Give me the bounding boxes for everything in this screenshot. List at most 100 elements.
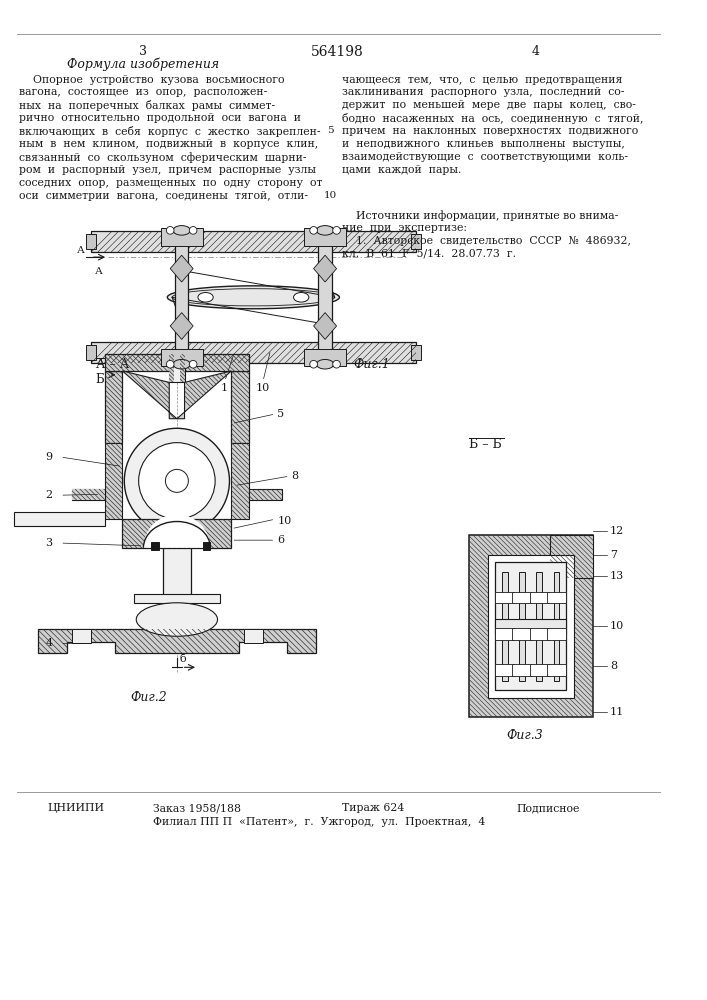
Bar <box>547 628 566 640</box>
Bar <box>496 628 515 640</box>
Text: Б – Б: Б – Б <box>469 438 501 451</box>
Wedge shape <box>144 514 211 548</box>
Text: связанный  со  скользуном  сферическим  шарни-: связанный со скользуном сферическим шарн… <box>19 152 307 163</box>
Text: 13: 13 <box>610 571 624 581</box>
Bar <box>519 572 525 681</box>
Polygon shape <box>314 313 337 339</box>
Circle shape <box>333 360 340 368</box>
Circle shape <box>310 360 317 368</box>
Ellipse shape <box>172 289 334 306</box>
Text: б: б <box>180 654 187 664</box>
Ellipse shape <box>293 293 309 302</box>
Bar <box>502 572 508 681</box>
Ellipse shape <box>168 286 339 309</box>
Text: ным  в  нем  клином,  подвижный  в  корпусе  клин,: ным в нем клином, подвижный в корпусе кл… <box>19 139 318 149</box>
Bar <box>122 519 231 548</box>
Polygon shape <box>177 371 231 419</box>
Bar <box>469 535 592 717</box>
Text: Заказ 1958/188: Заказ 1958/188 <box>153 803 241 813</box>
Text: 5: 5 <box>277 409 284 419</box>
Text: 6: 6 <box>277 535 284 545</box>
Ellipse shape <box>317 359 334 369</box>
Bar <box>169 354 185 382</box>
Text: 3: 3 <box>45 538 52 548</box>
Bar <box>488 555 573 698</box>
Bar <box>203 542 211 550</box>
Bar <box>547 664 566 676</box>
Bar <box>496 562 566 690</box>
Bar <box>105 354 249 371</box>
Bar <box>163 548 191 605</box>
Text: 5: 5 <box>327 126 334 135</box>
Bar <box>71 489 105 500</box>
Bar <box>550 535 592 578</box>
Text: взаимодействующие  с  соответствующими  коль-: взаимодействующие с соответствующими кол… <box>342 152 629 162</box>
Text: 7: 7 <box>610 550 617 560</box>
Polygon shape <box>86 345 95 360</box>
Text: ных  на  поперечных  балках  рамы  симмет-: ных на поперечных балках рамы симмет- <box>19 100 275 111</box>
Text: цами  каждой  пары.: цами каждой пары. <box>342 165 462 175</box>
Ellipse shape <box>198 293 214 302</box>
Text: 2: 2 <box>45 490 52 500</box>
Circle shape <box>310 227 317 234</box>
Bar <box>180 354 185 382</box>
Bar <box>304 349 346 366</box>
Text: ЦНИИПИ: ЦНИИПИ <box>48 803 105 813</box>
Text: бодно  насаженных  на  ось,  соединенную  с  тягой,: бодно насаженных на ось, соединенную с т… <box>342 113 644 124</box>
Bar <box>90 231 416 252</box>
Bar <box>90 342 416 363</box>
Bar <box>249 489 282 500</box>
Circle shape <box>124 428 230 533</box>
Polygon shape <box>411 345 421 360</box>
Circle shape <box>166 227 174 234</box>
Text: и  неподвижного  клиньев  выполнены  выступы,: и неподвижного клиньев выполнены выступы… <box>342 139 625 149</box>
Bar <box>496 619 566 634</box>
Polygon shape <box>38 629 315 653</box>
Bar <box>530 664 549 676</box>
Bar <box>537 572 542 681</box>
Text: 1: 1 <box>221 383 228 393</box>
Circle shape <box>189 360 197 368</box>
Bar <box>513 628 532 640</box>
Text: причем  на  наклонных  поверхностях  подвижного: причем на наклонных поверхностях подвижн… <box>342 126 638 136</box>
Polygon shape <box>170 313 193 339</box>
Text: 3: 3 <box>139 45 148 58</box>
Circle shape <box>189 227 197 234</box>
Bar <box>318 227 332 366</box>
Text: включающих  в  себя  корпус  с  жестко  закреплен-: включающих в себя корпус с жестко закреп… <box>19 126 320 137</box>
Bar <box>530 592 549 603</box>
Text: 10: 10 <box>610 621 624 631</box>
Text: Формула изобретения: Формула изобретения <box>67 57 219 71</box>
Bar <box>105 443 122 519</box>
Text: Фиг.3: Фиг.3 <box>507 729 544 742</box>
Bar <box>231 371 249 443</box>
Text: 10: 10 <box>325 191 337 200</box>
Bar <box>151 542 158 550</box>
Bar <box>554 572 559 681</box>
Text: Подписное: Подписное <box>516 803 580 813</box>
Bar <box>513 664 532 676</box>
Text: ние  при  экспертизе:: ние при экспертизе: <box>342 223 467 233</box>
Text: А – А: А – А <box>95 358 129 371</box>
Bar <box>14 512 105 526</box>
Bar <box>134 594 220 603</box>
Ellipse shape <box>136 603 218 636</box>
Text: 564198: 564198 <box>311 45 364 59</box>
Bar <box>304 228 346 246</box>
Text: 12: 12 <box>610 526 624 536</box>
Text: 4: 4 <box>532 45 539 58</box>
Bar <box>513 592 532 603</box>
Text: 10: 10 <box>277 516 291 526</box>
Text: держит  по  меньшей  мере  две  пары  колец,  сво-: держит по меньшей мере две пары колец, с… <box>342 100 636 110</box>
Polygon shape <box>314 255 337 282</box>
Text: 8: 8 <box>610 661 617 671</box>
Text: 4: 4 <box>45 638 52 648</box>
Text: Фиг.2: Фиг.2 <box>130 691 167 704</box>
Polygon shape <box>86 234 95 249</box>
Bar <box>160 228 203 246</box>
Text: ром  и  распорный  узел,  причем  распорные  узлы: ром и распорный узел, причем распорные у… <box>19 165 316 175</box>
Text: Б: Б <box>95 373 105 386</box>
Circle shape <box>333 227 340 234</box>
Bar <box>169 354 174 382</box>
Circle shape <box>139 443 215 519</box>
